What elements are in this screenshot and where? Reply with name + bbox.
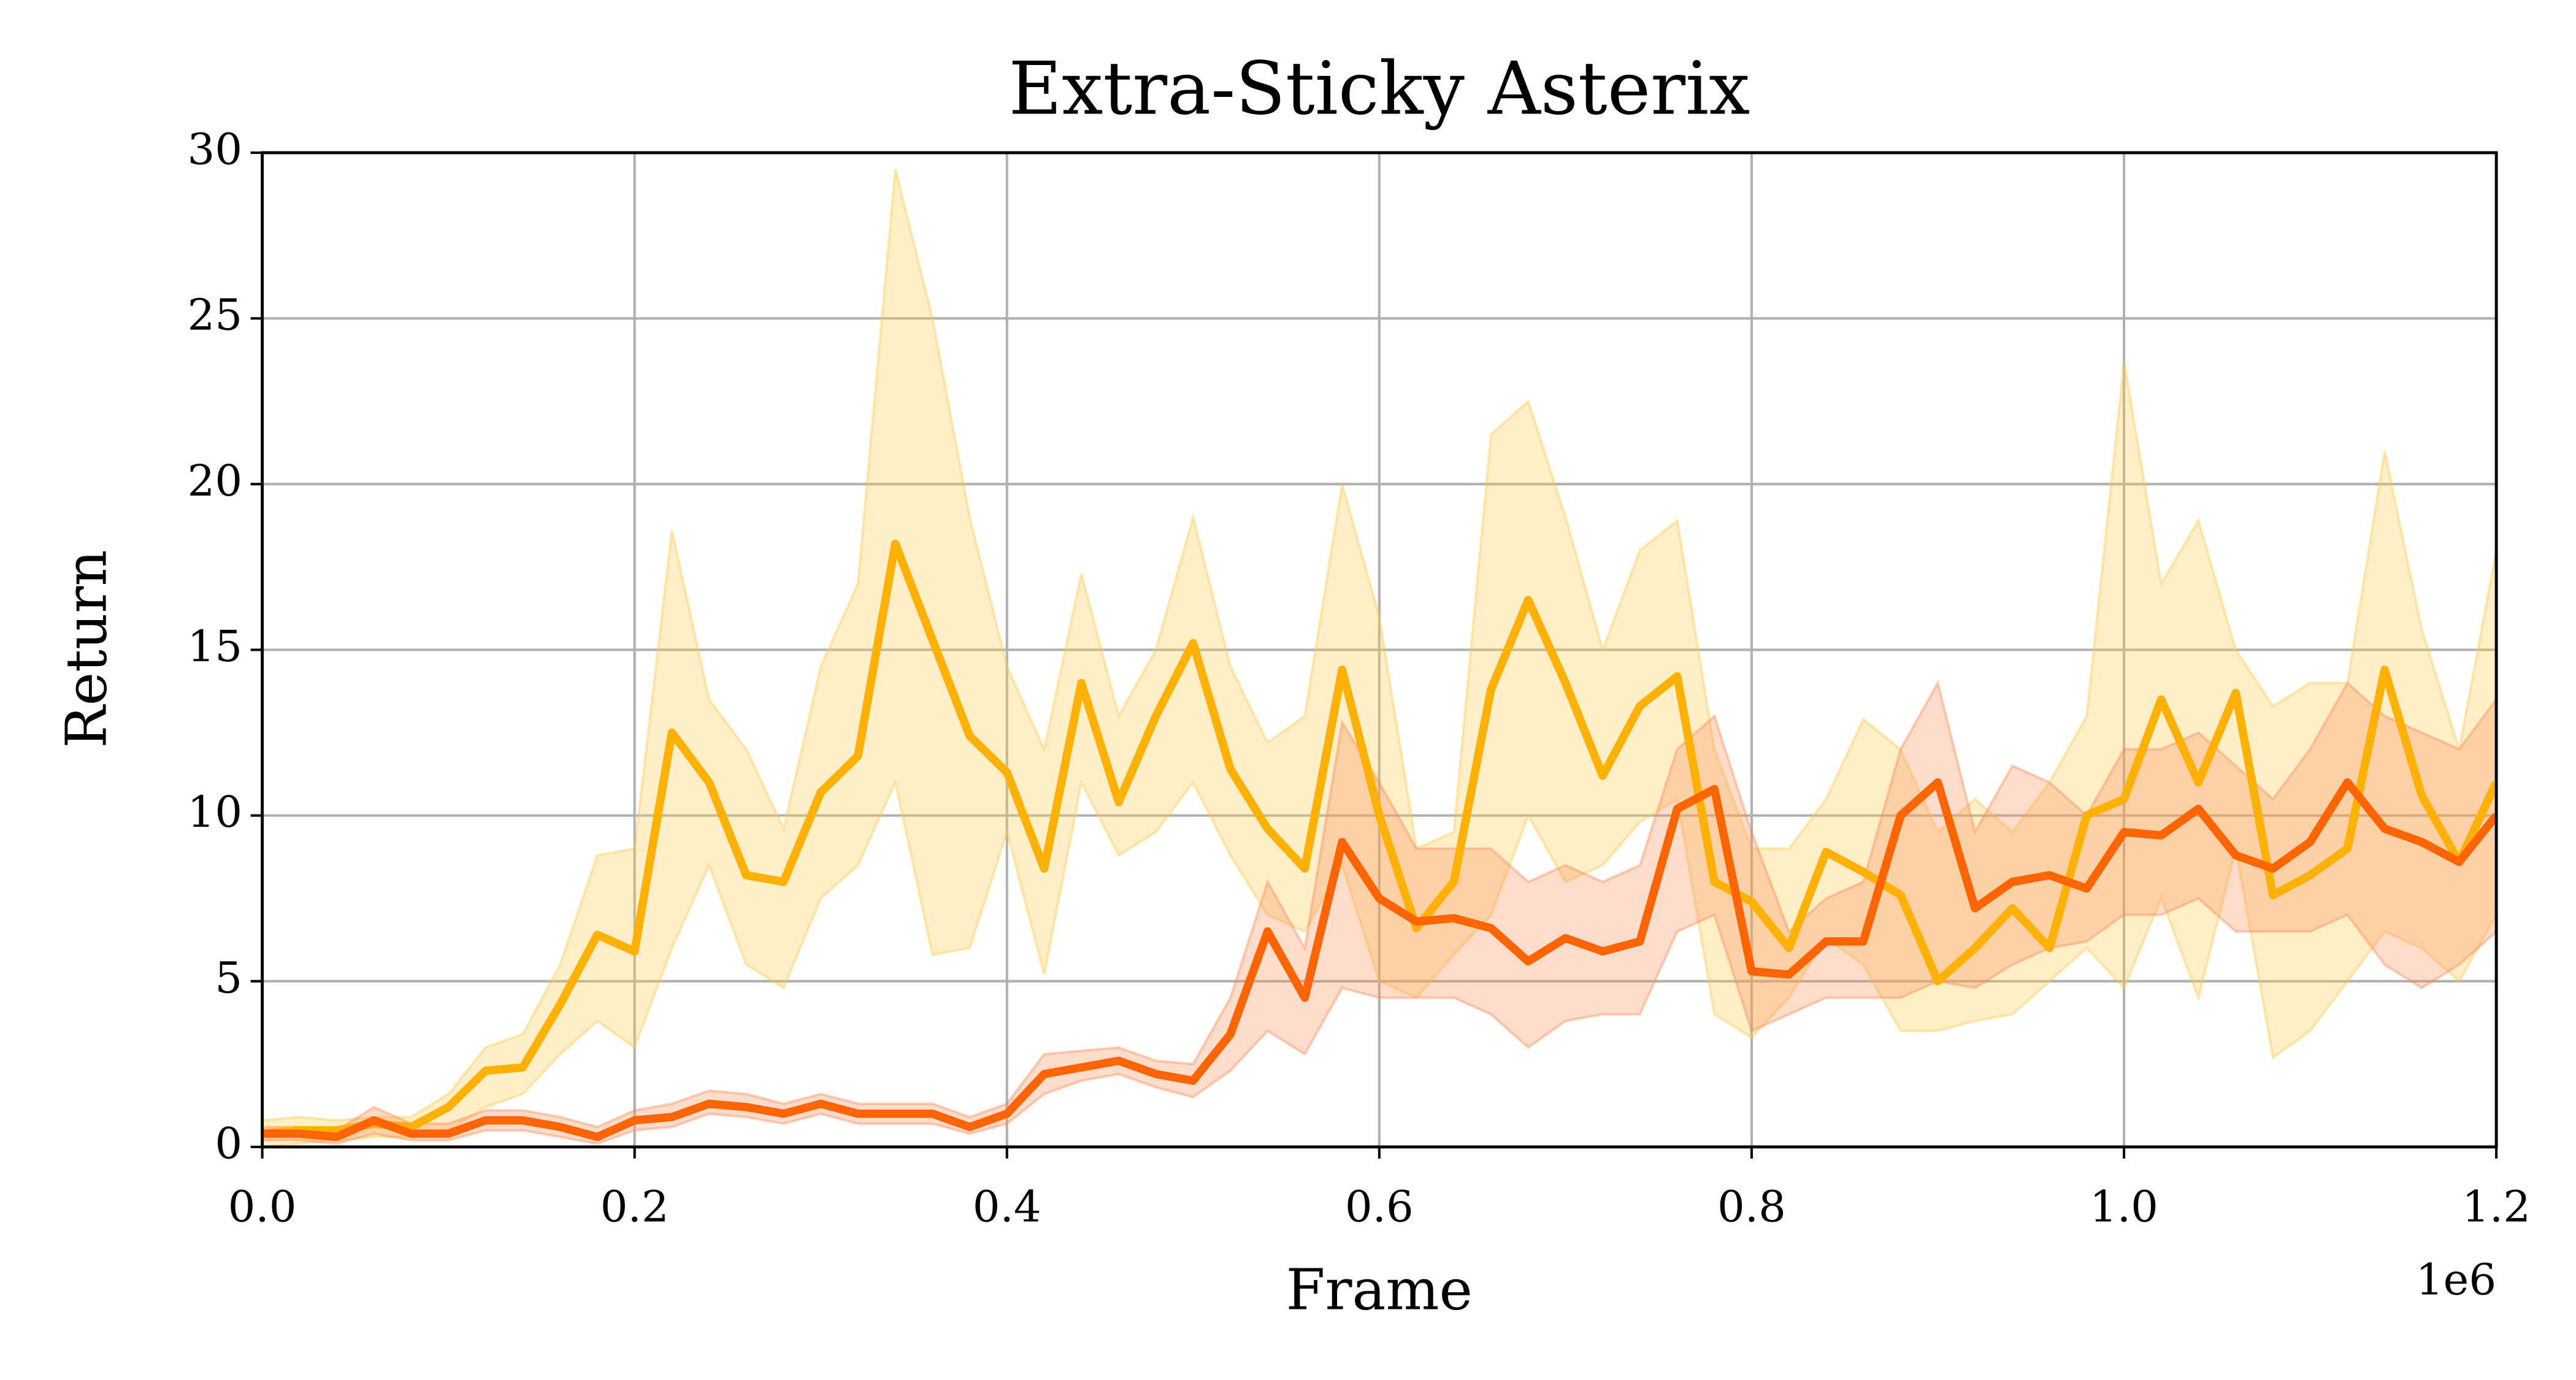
y-tick-label: 0: [215, 1118, 242, 1168]
x-tick-label: 1.0: [2090, 1181, 2158, 1232]
y-tick-label: 30: [188, 124, 243, 174]
y-tick-label: 5: [215, 953, 242, 1003]
y-tick-label: 10: [188, 787, 243, 837]
confidence-band: [262, 680, 2497, 1145]
x-offset-label: 1e6: [2416, 1254, 2496, 1305]
confidence-band: [262, 169, 2497, 1147]
x-tick-label: 1.2: [2462, 1181, 2531, 1232]
x-tick-label: 0.0: [228, 1181, 297, 1232]
y-axis-label: Return: [54, 550, 120, 748]
chart-title: Extra-Sticky Asterix: [1008, 46, 1750, 131]
plot-frame: [261, 151, 2498, 1149]
series-line: [262, 778, 2497, 1141]
y-tick-label: 20: [188, 456, 243, 506]
y-tick-label: 25: [188, 290, 243, 340]
series-line: [262, 539, 2497, 1138]
x-axis-label: Frame: [1286, 1257, 1473, 1323]
y-tick-label: 15: [188, 621, 243, 672]
x-tick-label: 0.8: [1717, 1181, 1786, 1232]
x-tick-label: 0.2: [600, 1181, 669, 1232]
x-tick-label: 0.4: [973, 1181, 1041, 1232]
x-tick-label: 0.6: [1345, 1181, 1414, 1232]
